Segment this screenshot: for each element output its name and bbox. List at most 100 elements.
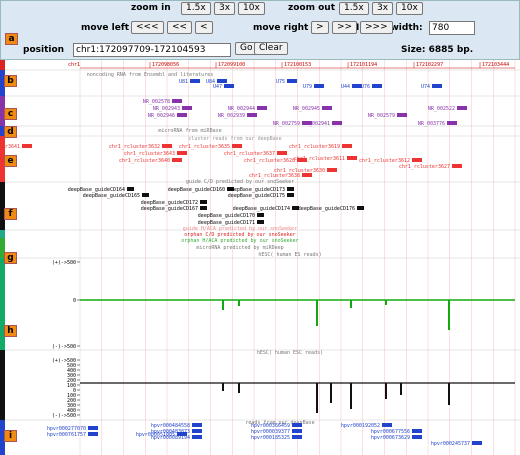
feature [287, 187, 294, 191]
nav-button[interactable]: 10x [396, 2, 423, 15]
track-title: microRNA from miRBase [158, 128, 221, 134]
feature-label: hpvr000245737 [431, 441, 470, 447]
track-strip [0, 350, 5, 420]
feature-label: chr1_rcluster3630 [274, 168, 325, 174]
signal-title: hESC( human ES reads) [258, 252, 321, 258]
panel-label: c [4, 108, 17, 120]
feature [277, 151, 287, 155]
nav-button[interactable]: 3x [372, 2, 394, 15]
feature-label: deepBase_guideCD173 [228, 187, 285, 193]
feature [297, 158, 307, 162]
feature [88, 426, 98, 430]
ruler-label: 172098056 [152, 62, 179, 68]
nav-button[interactable]: <<< [131, 21, 164, 34]
track-strip [0, 258, 5, 350]
nav-button[interactable]: 3x [214, 2, 236, 15]
axis-label: (-)->500 [52, 413, 76, 419]
track-title: guide H/ACA predicted by our snoSeeker [183, 226, 297, 232]
axis-label: 0 [73, 388, 76, 394]
feature-label: U84 [206, 79, 215, 85]
feature [397, 113, 407, 117]
nav-button[interactable]: >>> [360, 21, 393, 34]
feature-label: hpvr000484558 [151, 423, 190, 429]
feature [412, 435, 422, 439]
track-strip [0, 70, 5, 96]
feature-label: U74 [421, 84, 430, 90]
feature [412, 158, 422, 162]
control-panel: zoom in zoom out move left move right Im… [0, 0, 520, 60]
panel-label: b [4, 75, 17, 87]
feature [292, 435, 302, 439]
track-strip [0, 96, 5, 126]
feature [452, 164, 462, 168]
feature-label: chr1_rcluster3635 [179, 144, 230, 150]
image-width-input[interactable]: 780 [429, 21, 475, 35]
signal-bar [350, 300, 352, 308]
axis-label: (+)->500 [52, 358, 76, 364]
axis-label: 300 [67, 373, 76, 379]
signal-bar [238, 383, 240, 393]
axis-label: 300 [67, 403, 76, 409]
feature [224, 84, 234, 88]
feature-label: chr1_rcluster3628 [244, 158, 295, 164]
feature [177, 113, 187, 117]
feature-label: chr1_rcluster3611 [294, 156, 345, 162]
zoom-out-label: zoom out [288, 3, 336, 13]
clear-button[interactable]: Clear [254, 42, 288, 55]
feature-label: NR_002944 [228, 106, 255, 112]
nav-button[interactable]: < [195, 21, 213, 34]
feature [302, 173, 312, 177]
nav-button[interactable]: 1.5x [339, 2, 369, 15]
nav-button[interactable]: 1.5x [181, 2, 211, 15]
nav-button[interactable]: > [311, 21, 329, 34]
feature-label: U79 [303, 84, 312, 90]
feature-label: U75 [276, 79, 285, 85]
feature [292, 206, 299, 210]
feature [432, 84, 442, 88]
feature-label: deepBase_guideCD160 [168, 187, 225, 193]
nav-button[interactable]: << [167, 21, 193, 34]
feature-label: NR_002939 [218, 113, 245, 119]
feature-label: NR_003776 [418, 121, 445, 127]
signal-bar [330, 383, 332, 403]
feature-label: U76 [361, 84, 370, 90]
nav-button[interactable]: 10x [238, 2, 265, 15]
ruler-label: 172100153 [284, 62, 311, 68]
ruler-label: 172099100 [218, 62, 245, 68]
feature-label: deepBase_guideCD174 [233, 206, 290, 212]
feature [257, 213, 264, 217]
feature-label: hpvr000051005 [136, 432, 175, 438]
axis-label: 500 [67, 363, 76, 369]
zoom-in-label: zoom in [131, 3, 171, 13]
panel-label: a [5, 33, 18, 45]
feature [22, 144, 32, 148]
feature-label: chr1_rcluster3612 [359, 158, 410, 164]
feature-label: hpvr000185325 [251, 435, 290, 441]
axis-label: (-)->500 [52, 344, 76, 350]
feature-label: NR_002578 [143, 99, 170, 105]
feature [192, 435, 202, 439]
feature-label: hpvr000366459 [251, 423, 290, 429]
feature-label: chr1_rcluster3627 [399, 164, 450, 170]
signal-bar [385, 383, 387, 399]
feature-label: NR_002943 [153, 106, 180, 112]
feature [190, 79, 200, 83]
feature [172, 99, 182, 103]
feature [217, 79, 227, 83]
feature-label: NR_002579 [368, 113, 395, 119]
nav-button[interactable]: >> [332, 21, 358, 34]
position-label: position [23, 45, 65, 55]
track-title: reads from our deepBase [245, 420, 314, 426]
feature-label: chr1_rcluster3619 [289, 144, 340, 150]
feature-label: NR_002941 [303, 121, 330, 127]
feature-label: NR_002945 [293, 106, 320, 112]
position-input[interactable]: chr1:172097709-172104593 [73, 43, 231, 57]
feature [177, 432, 187, 436]
feature [200, 200, 207, 204]
signal-bar [316, 383, 318, 413]
feature [177, 151, 187, 155]
feature-label: deepBase_guideCD172 [141, 200, 198, 206]
panel-label: i [4, 430, 17, 442]
axis-label: 200 [67, 378, 76, 384]
